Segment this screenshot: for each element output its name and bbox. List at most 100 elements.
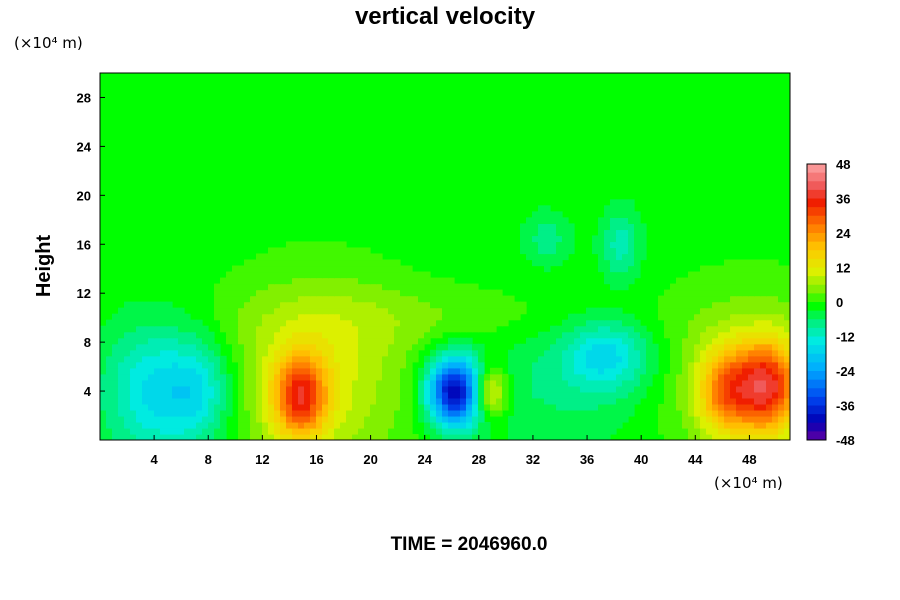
- field-cell: [310, 331, 317, 339]
- field-cell: [394, 349, 401, 357]
- field-cell: [256, 379, 263, 387]
- field-cell: [196, 433, 203, 440]
- field-cell: [616, 253, 623, 261]
- field-cell: [586, 319, 593, 327]
- field-cell: [166, 307, 173, 315]
- field-cell: [688, 337, 695, 345]
- field-cell: [214, 295, 221, 303]
- field-cell: [514, 421, 521, 429]
- field-cell: [406, 325, 413, 333]
- field-cell: [334, 343, 341, 351]
- field-cell: [724, 331, 731, 339]
- field-cell: [490, 403, 497, 411]
- field-cell: [262, 391, 269, 399]
- field-cell: [364, 397, 371, 405]
- field-cell: [286, 325, 293, 333]
- field-cell: [214, 421, 221, 429]
- field-cell: [670, 295, 677, 303]
- field-cell: [634, 325, 641, 333]
- field-cell: [136, 313, 143, 321]
- field-cell: [298, 397, 305, 405]
- field-cell: [280, 343, 287, 351]
- field-cell: [238, 391, 245, 399]
- field-cell: [250, 331, 257, 339]
- field-cell: [244, 337, 251, 345]
- field-cell: [298, 247, 305, 255]
- field-cell: [550, 253, 557, 261]
- field-cell: [184, 373, 191, 381]
- field-cell: [436, 403, 443, 411]
- field-cell: [688, 343, 695, 351]
- field-cell: [238, 373, 245, 381]
- field-cell: [604, 421, 611, 429]
- field-cell: [628, 241, 635, 249]
- field-cell: [226, 271, 233, 279]
- field-cell: [616, 283, 623, 291]
- field-cell: [346, 433, 353, 440]
- field-cell: [484, 289, 491, 297]
- field-cell: [442, 421, 449, 429]
- field-cell: [148, 301, 155, 309]
- field-cell: [598, 385, 605, 393]
- field-cell: [262, 415, 269, 423]
- field-cell: [298, 409, 305, 417]
- field-cell: [298, 415, 305, 423]
- field-cell: [136, 367, 143, 375]
- field-cell: [418, 319, 425, 327]
- field-cell: [550, 379, 557, 387]
- field-cell: [442, 385, 449, 393]
- field-cell: [760, 259, 767, 267]
- colorbar-swatch: [807, 345, 826, 355]
- field-cell: [610, 265, 617, 273]
- field-cell: [106, 391, 113, 399]
- field-cell: [604, 205, 611, 212]
- field-cell: [256, 277, 263, 285]
- field-cell: [274, 247, 281, 255]
- field-cell: [358, 433, 365, 440]
- field-cell: [202, 409, 209, 417]
- field-cell: [766, 433, 773, 440]
- field-cell: [682, 361, 689, 369]
- field-cell: [388, 427, 395, 435]
- field-cell: [472, 421, 479, 429]
- field-cell: [376, 337, 383, 345]
- field-cell: [388, 355, 395, 363]
- field-cell: [544, 403, 551, 411]
- field-cell: [628, 265, 635, 273]
- field-cell: [160, 391, 167, 399]
- field-cell: [364, 415, 371, 423]
- field-cell: [118, 391, 125, 399]
- field-cell: [142, 403, 149, 411]
- field-cell: [358, 391, 365, 399]
- field-cell: [148, 373, 155, 381]
- field-cell: [388, 379, 395, 387]
- field-cell: [406, 415, 413, 423]
- field-cell: [730, 409, 737, 417]
- field-cell: [124, 421, 131, 429]
- field-cell: [226, 331, 233, 339]
- field-cell: [466, 283, 473, 291]
- field-cell: [688, 391, 695, 399]
- field-cell: [748, 421, 755, 429]
- field-cell: [712, 289, 719, 297]
- field-cell: [334, 247, 341, 255]
- field-cell: [292, 313, 299, 321]
- field-cell: [682, 331, 689, 339]
- field-cell: [304, 313, 311, 321]
- field-cell: [244, 319, 251, 327]
- field-cell: [694, 319, 701, 327]
- field-cell: [556, 331, 563, 339]
- field-cell: [712, 391, 719, 399]
- field-cell: [148, 403, 155, 411]
- field-cell: [742, 283, 749, 291]
- field-cell: [526, 397, 533, 405]
- field-cell: [472, 283, 479, 291]
- field-cell: [130, 325, 137, 333]
- field-cell: [694, 373, 701, 381]
- field-cell: [448, 427, 455, 435]
- field-cell: [526, 427, 533, 435]
- field-cell: [622, 349, 629, 357]
- field-cell: [280, 379, 287, 387]
- field-cell: [610, 397, 617, 405]
- field-cell: [256, 367, 263, 375]
